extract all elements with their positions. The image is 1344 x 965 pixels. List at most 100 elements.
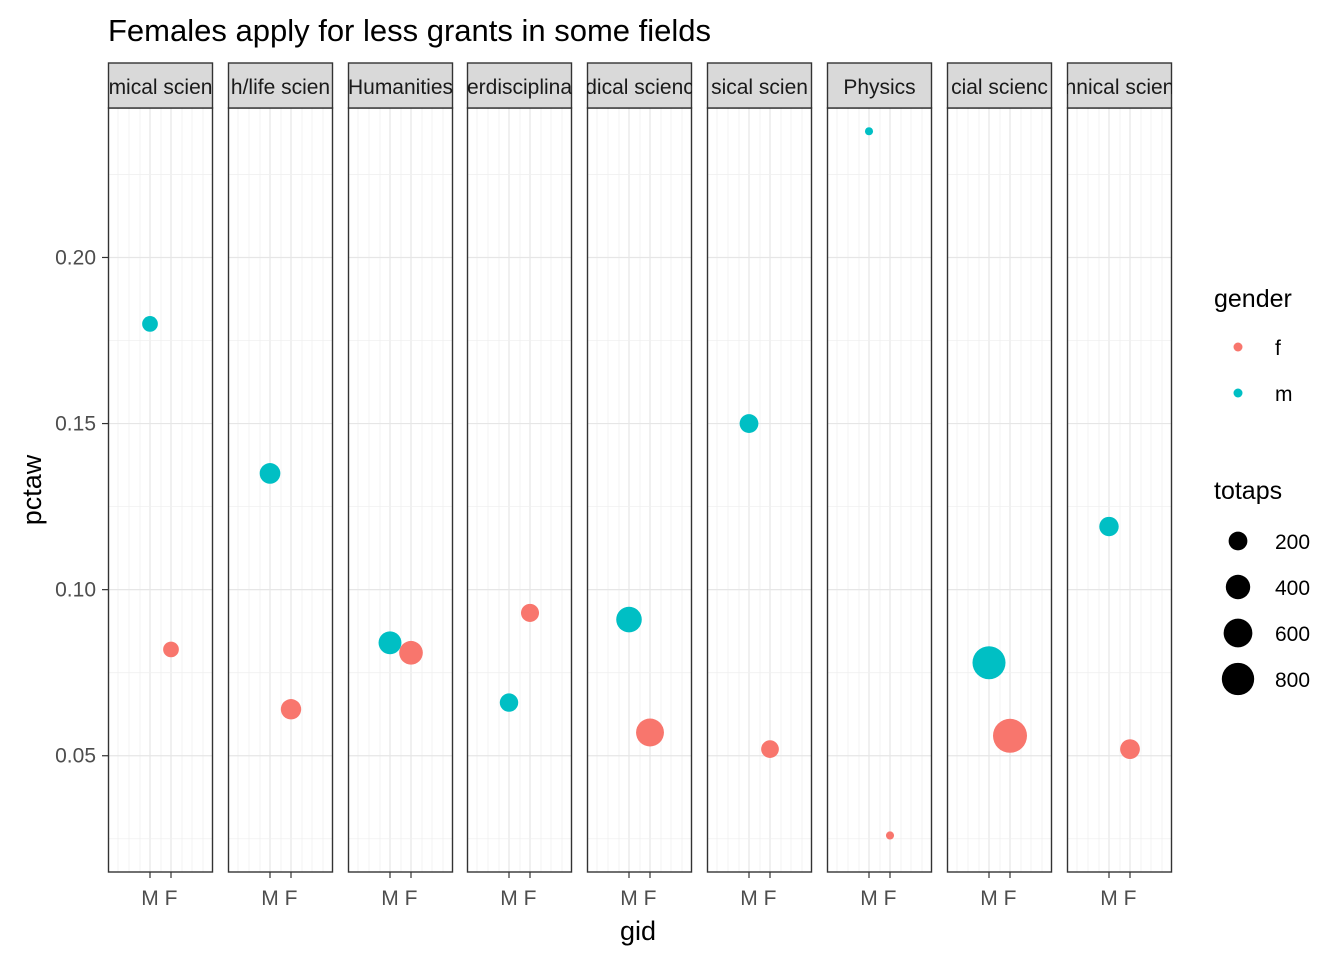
- y-tick-label: 0.10: [55, 579, 96, 602]
- data-point-f: [520, 603, 540, 622]
- x-tick-label: F: [524, 887, 537, 910]
- data-point-f: [993, 718, 1027, 753]
- facet-panel: erdisciplina M F: [466, 62, 573, 910]
- facet-strip: [227, 62, 334, 109]
- x-tick-label: F: [285, 887, 298, 910]
- facet-strip-label-group: erdisciplina: [467, 76, 572, 99]
- facet-strip: [706, 62, 813, 109]
- legend-size-label: 800: [1275, 669, 1310, 692]
- y-axis: 0.05 0.10 0.15 0.20: [55, 246, 108, 768]
- facet-panel: Humanities M F: [347, 62, 454, 910]
- data-point-m: [259, 463, 281, 484]
- panel-background: [108, 108, 213, 872]
- panel-background: [1067, 108, 1172, 872]
- data-point-f: [761, 740, 779, 758]
- x-tick-label: F: [884, 887, 897, 910]
- legend-size-label: 200: [1275, 531, 1310, 554]
- y-tick-label: 0.15: [55, 413, 96, 436]
- x-tick-label: M: [620, 887, 638, 910]
- facet-points: [1099, 516, 1140, 759]
- facet-strip: [1066, 62, 1173, 109]
- legend-color-key: [1233, 388, 1243, 398]
- data-point-m: [616, 606, 642, 633]
- data-point-f: [1120, 739, 1140, 759]
- facet-strip-label: Physics: [843, 76, 915, 99]
- legend-size-key: [1225, 574, 1251, 600]
- facet-strip: [586, 62, 693, 109]
- facet-strip-label: erdisciplina: [467, 76, 572, 99]
- facet-panel: Physics M F: [826, 62, 933, 910]
- facet-points: [259, 463, 302, 720]
- panel-background: [947, 108, 1052, 872]
- y-axis-title: pctaw: [17, 454, 47, 525]
- facet-strip-label: dical scienc: [585, 76, 694, 99]
- facet-points: [499, 603, 540, 712]
- facet-points: [864, 127, 895, 840]
- facet-strip: [347, 62, 454, 109]
- x-tick-label: F: [165, 887, 178, 910]
- facet-strip-label: h/life scien: [231, 76, 330, 99]
- facet-strip-label-group: Physics: [843, 76, 915, 99]
- legend-size-label: 400: [1275, 577, 1310, 600]
- legend-color-title: gender: [1214, 285, 1292, 313]
- facet-points: [378, 631, 423, 665]
- legend-color-key: [1233, 342, 1243, 352]
- data-point-m: [142, 316, 158, 332]
- facet-points: [972, 646, 1027, 753]
- data-point-m: [499, 693, 519, 712]
- legend-size-key: [1221, 662, 1255, 696]
- panel-background: [467, 108, 572, 872]
- data-point-m: [864, 127, 874, 136]
- x-tick-label: F: [644, 887, 657, 910]
- facet-strip-label-group: cial scienc: [951, 76, 1048, 99]
- data-point-m: [972, 646, 1006, 680]
- x-axis-title: gid: [620, 916, 656, 946]
- x-tick-label: M: [500, 887, 518, 910]
- facet-strip-label-group: Humanities: [348, 76, 453, 99]
- facet-strip-label-group: sical scien: [711, 76, 808, 99]
- legend-size-label: 600: [1275, 623, 1310, 646]
- data-point-f: [885, 831, 895, 840]
- legend: gender fm totaps 200 400 600 800: [1214, 285, 1310, 696]
- x-tick-label: F: [405, 887, 418, 910]
- panel-background: [348, 108, 453, 872]
- x-tick-label: F: [1124, 887, 1137, 910]
- panel-background: [707, 108, 812, 872]
- facet-strip: [946, 62, 1053, 109]
- y-tick-label: 0.20: [55, 246, 96, 269]
- legend-size-title: totaps: [1214, 477, 1282, 505]
- facet-strip-label-group: nnical scien: [1065, 76, 1175, 99]
- facet-strip-label: sical scien: [711, 76, 808, 99]
- x-tick-label: M: [740, 887, 758, 910]
- facet-points: [142, 316, 179, 658]
- facet-points: [616, 606, 664, 747]
- legend-size-key: [1223, 618, 1253, 648]
- x-tick-label: M: [141, 887, 159, 910]
- facet-strip: [826, 62, 933, 109]
- panel-background: [228, 108, 333, 872]
- facet-panel: sical scien M F: [706, 62, 813, 910]
- x-tick-label: M: [381, 887, 399, 910]
- legend-size-key: [1228, 531, 1248, 551]
- facet-strip-label-group: h/life scien: [231, 76, 330, 99]
- data-point-f: [636, 718, 664, 747]
- x-tick-label: M: [261, 887, 279, 910]
- facet-points: [739, 414, 779, 758]
- facet-panel: dical scienc M F: [585, 62, 694, 910]
- facet-panel: mical scien M F: [107, 62, 214, 910]
- legend-color-label: m: [1275, 383, 1293, 406]
- facet-strip-label-group: dical scienc: [585, 76, 694, 99]
- x-tick-label: F: [1004, 887, 1017, 910]
- facet-panel: cial scienc M F: [946, 62, 1053, 910]
- data-point-m: [378, 631, 402, 655]
- facet-panel: h/life scien M F: [227, 62, 334, 910]
- facet-strip-label: mical scien: [109, 76, 213, 99]
- facet-panel: nnical scien M F: [1065, 62, 1175, 910]
- facet-strip-label: nnical scien: [1065, 76, 1175, 99]
- data-point-f: [163, 641, 179, 658]
- x-tick-label: F: [764, 887, 777, 910]
- panel-background: [827, 108, 932, 872]
